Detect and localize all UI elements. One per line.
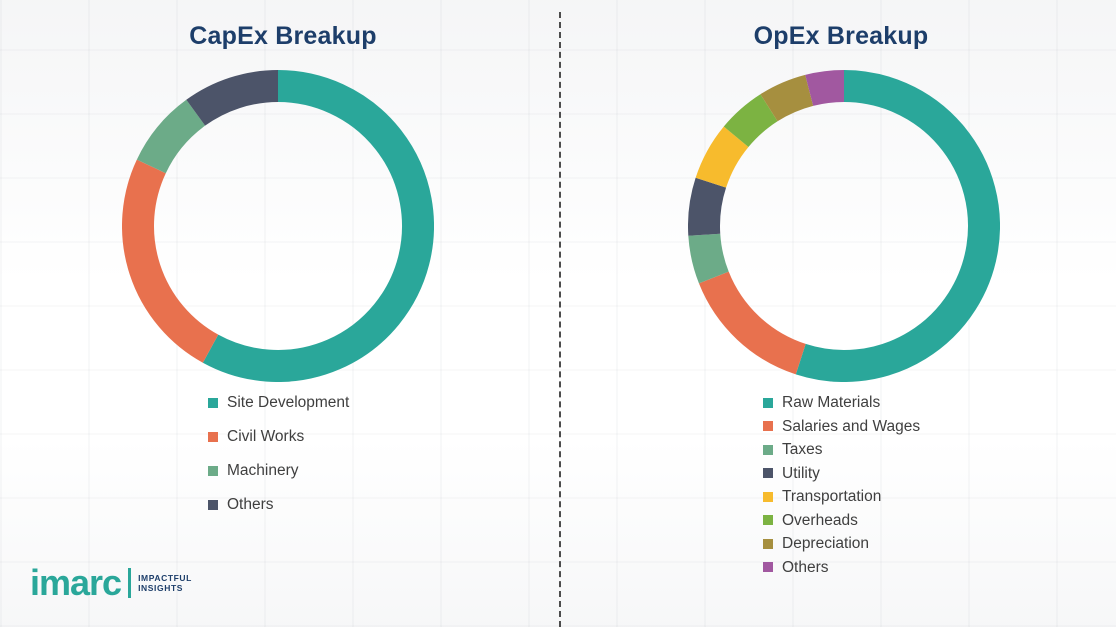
legend-label: Utility — [782, 464, 820, 482]
logo-divider-bar — [128, 568, 132, 598]
legend-label: Site Development — [227, 394, 350, 411]
legend-item-raw-materials: Raw Materials — [763, 393, 920, 412]
legend-swatch-overheads — [763, 515, 773, 525]
legend-swatch-salaries-and-wages — [763, 421, 773, 431]
legend-label: Others — [782, 558, 829, 576]
legend-swatch-others — [208, 499, 218, 510]
imarc-logo: imarc IMPACTFUL INSIGHTS — [30, 565, 192, 601]
opex-legend: Raw Materials Salaries and Wages Taxes Util… — [763, 393, 920, 577]
legend-label: Raw Materials — [782, 394, 881, 411]
opex-breakup-svg — [688, 70, 1000, 382]
legend-swatch-machinery — [208, 465, 218, 476]
capex-legend: Site Development Civil Works Machinery Othe… — [208, 393, 349, 514]
legend-swatch-taxes — [763, 444, 773, 455]
donut-segment-civil-works — [122, 159, 219, 363]
legend-label: Salaries and Wages — [782, 417, 921, 435]
legend-swatch-raw-materials — [763, 397, 773, 408]
legend-label: Others — [227, 496, 274, 513]
legend-swatch-depreciation — [763, 538, 773, 549]
legend-label: Machinery — [227, 462, 299, 479]
legend-item-others: Others — [763, 558, 920, 577]
legend-item-transportation: Transportation — [763, 487, 920, 506]
legend-swatch-utility — [763, 468, 773, 478]
legend-item-civil-works: Civil Works — [208, 427, 349, 446]
opex-chart-title: OpEx Breakup — [753, 22, 929, 50]
capex-donut-chart — [122, 70, 434, 382]
logo-tagline-line2: INSIGHTS — [138, 583, 184, 593]
donut-segment-salaries-and-wages — [698, 271, 807, 375]
logo-tagline-line1: IMPACTFUL — [138, 572, 192, 583]
capex-chart-title: CapEx Breakup — [189, 22, 377, 50]
donut-segment-machinery — [136, 99, 206, 174]
donut-segment-others — [805, 70, 845, 107]
donut-segment-overheads — [723, 94, 778, 148]
legend-swatch-site-development — [208, 397, 218, 408]
legend-item-others: Others — [208, 495, 349, 514]
legend-item-salaries-and-wages: Salaries and Wages — [763, 417, 920, 436]
legend-item-overheads: Overheads — [763, 511, 920, 530]
legend-swatch-civil-works — [208, 431, 218, 442]
legend-item-machinery: Machinery — [208, 461, 349, 480]
donut-segment-taxes — [688, 233, 729, 284]
legend-swatch-others — [763, 562, 773, 572]
legend-label: Depreciation — [782, 535, 870, 552]
legend-item-site-development: Site Development — [208, 393, 349, 412]
legend-label: Transportation — [782, 488, 882, 505]
opex-donut-chart — [688, 70, 1000, 382]
logo-tagline: IMPACTFUL INSIGHTS — [138, 572, 192, 593]
legend-label: Civil Works — [227, 428, 305, 445]
legend-item-taxes: Taxes — [763, 440, 920, 459]
legend-item-depreciation: Depreciation — [763, 534, 920, 553]
donut-segment-others — [186, 70, 279, 126]
imarc-logo-text: imarc — [30, 562, 122, 603]
legend-item-utility: Utility — [763, 464, 920, 483]
legend-label: Overheads — [782, 511, 858, 529]
donut-segment-depreciation — [760, 74, 814, 122]
donut-segment-site-development — [202, 70, 434, 382]
donut-segment-raw-materials — [795, 70, 1000, 382]
vertical-dashed-divider — [559, 12, 561, 627]
donut-segment-utility — [688, 177, 727, 236]
legend-label: Taxes — [782, 441, 823, 458]
donut-segment-transportation — [695, 126, 749, 189]
capex-breakup-svg — [122, 70, 434, 382]
legend-swatch-transportation — [763, 491, 773, 502]
